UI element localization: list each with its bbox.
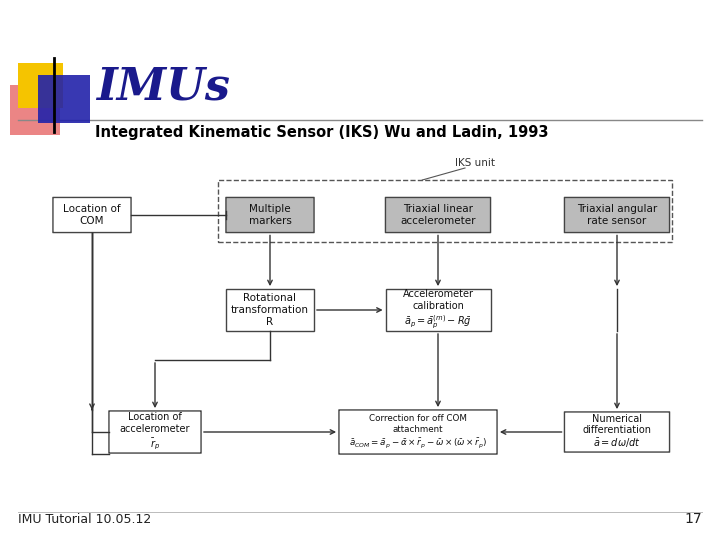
Text: Location of
accelerometer
$\bar{r}_p$: Location of accelerometer $\bar{r}_p$ — [120, 413, 190, 451]
FancyBboxPatch shape — [564, 198, 670, 233]
Text: Location of
COM: Location of COM — [63, 204, 121, 226]
Text: Accelerometer
calibration
$\bar{a}_p=\bar{a}_p^{(m)}-R\bar{g}$: Accelerometer calibration $\bar{a}_p=\ba… — [402, 289, 474, 330]
Bar — [38, 75, 90, 123]
FancyBboxPatch shape — [109, 411, 201, 453]
Text: IKS unit: IKS unit — [455, 158, 495, 168]
Text: IMUs: IMUs — [96, 65, 230, 109]
FancyBboxPatch shape — [385, 289, 490, 331]
Text: Multiple
markers: Multiple markers — [248, 204, 292, 226]
Text: 17: 17 — [685, 512, 702, 526]
Text: Integrated Kinematic Sensor (IKS) Wu and Ladin, 1993: Integrated Kinematic Sensor (IKS) Wu and… — [95, 125, 549, 139]
Text: Rotational
transformation
R: Rotational transformation R — [231, 293, 309, 327]
FancyBboxPatch shape — [385, 198, 490, 233]
FancyBboxPatch shape — [564, 412, 670, 452]
Bar — [218, 180, 672, 242]
Text: Triaxial linear
accelerometer: Triaxial linear accelerometer — [400, 204, 476, 226]
Text: Numerical
differentiation
$\bar{a}=d\omega/dt$: Numerical differentiation $\bar{a}=d\ome… — [582, 414, 652, 450]
Text: Triaxial angular
rate sensor: Triaxial angular rate sensor — [577, 204, 657, 226]
FancyBboxPatch shape — [339, 410, 497, 454]
Text: IMU Tutorial 10.05.12: IMU Tutorial 10.05.12 — [18, 513, 151, 526]
Bar — [18, 63, 63, 108]
FancyBboxPatch shape — [226, 289, 314, 331]
Text: Correction for off COM
attachment
$\bar{a}_{COM}=\bar{a}_p-\bar{\alpha}\times\ba: Correction for off COM attachment $\bar{… — [349, 414, 487, 450]
Bar — [10, 85, 60, 135]
FancyBboxPatch shape — [226, 198, 314, 233]
FancyBboxPatch shape — [53, 198, 131, 233]
